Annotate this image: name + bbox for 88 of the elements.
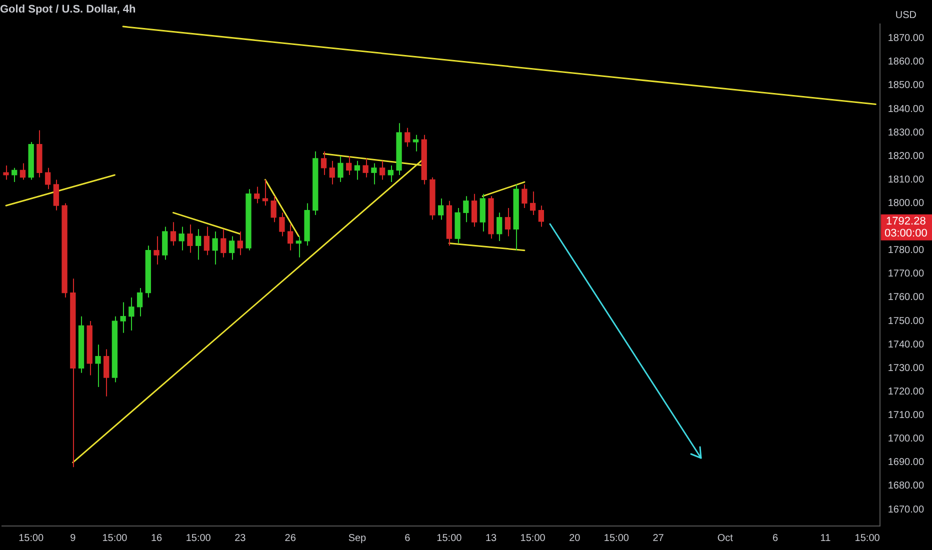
x-tick-label: 15:00 [854, 532, 880, 544]
candlestick [388, 165, 394, 183]
candlestick [120, 302, 126, 334]
y-tick-label: 1690.00 [888, 457, 924, 468]
y-tick-label: 1770.00 [888, 268, 924, 280]
candlestick [354, 160, 360, 180]
candlestick [212, 231, 218, 265]
candlestick [471, 193, 478, 228]
x-tick-label: 26 [284, 532, 296, 544]
candlestick [329, 160, 335, 185]
x-tick-label: 15:00 [186, 532, 212, 544]
y-tick-label: 1840.00 [888, 104, 924, 115]
y-tick-label: 1780.00 [888, 245, 924, 256]
candlestick [228, 236, 235, 260]
candlestick [196, 228, 202, 260]
x-tick-label: 11 [820, 532, 832, 544]
candlestick [20, 162, 26, 180]
candlestick [346, 156, 352, 176]
y-tick-label: 1720.00 [888, 386, 924, 398]
candlestick [463, 196, 469, 223]
candlestick [95, 344, 101, 388]
x-tick-label: 9 [70, 532, 76, 544]
text: 1792.28 [886, 215, 926, 228]
y-tick-label: 1800.00 [888, 198, 924, 209]
x-tick-label: 15:00 [18, 532, 44, 544]
x-tick-label: 6 [772, 532, 779, 544]
x-tick-label: 15:00 [604, 532, 630, 544]
candlestick [379, 160, 386, 180]
x-tick-label: 23 [234, 532, 246, 544]
y-tick-label: 1850.00 [888, 80, 924, 92]
y-tick-label: 1870.00 [888, 33, 924, 44]
candlestick [3, 165, 9, 180]
candlestick [320, 150, 327, 176]
candlestick [287, 224, 294, 251]
candlestick [538, 205, 544, 228]
y-tick-label: 1820.00 [888, 150, 924, 162]
candlestick [128, 296, 134, 331]
candlestick [279, 212, 285, 237]
candlestick [204, 226, 210, 256]
candlestick [522, 184, 528, 208]
y-tick-label: 1860.00 [888, 56, 924, 68]
candlestick [187, 224, 193, 254]
y-tick-label: 1810.00 [888, 174, 924, 186]
candlestick [237, 231, 243, 256]
y-tick-label: 1680.00 [888, 480, 924, 492]
x-tick-label: 15:00 [436, 532, 462, 544]
x-tick-label: 15:00 [520, 532, 546, 544]
y-tick-label: 1760.00 [888, 292, 924, 304]
candlestick [170, 222, 176, 246]
y-tick-label: 1710.00 [888, 410, 924, 422]
x-tick-label: Sep [348, 532, 367, 544]
x-tick-label: 27 [652, 532, 664, 544]
candlestick [296, 236, 302, 258]
x-tick-label: 15:00 [102, 532, 128, 544]
candlestick [104, 348, 110, 397]
x-tick-label: Oct [717, 532, 734, 544]
candlestick [44, 167, 51, 190]
candlestick [136, 288, 143, 317]
y-tick-label: 1830.00 [888, 127, 924, 138]
candlestick [254, 186, 260, 204]
y-tick-label: 1740.00 [888, 339, 924, 350]
candlestick [404, 127, 410, 148]
candlestick [270, 196, 276, 223]
candlestick [438, 198, 444, 220]
candlestick [53, 179, 60, 211]
y-tick-label: 1700.00 [888, 434, 924, 445]
candlestick [362, 158, 368, 178]
candlestick [496, 212, 502, 242]
y-tick-label: 1730.00 [888, 362, 924, 374]
candlestick [262, 179, 268, 206]
candlestick [178, 226, 184, 251]
text: 03:00:00 [884, 227, 928, 240]
chart-title: Gold Spot / U.S. Dollar, 4h [0, 4, 136, 16]
x-tick-label: 16 [150, 532, 163, 544]
candlestick [530, 190, 536, 216]
y-tick-label: 1750.00 [888, 316, 924, 327]
candlestick [338, 156, 344, 183]
candlestick [371, 162, 377, 185]
candlestick [220, 228, 226, 258]
y-tick-label: 1670.00 [888, 504, 924, 516]
x-tick-label: 20 [569, 532, 581, 544]
candlestick [12, 167, 18, 183]
candlestick [154, 236, 160, 265]
x-tick-label: 13 [485, 532, 498, 544]
candlestick [412, 134, 419, 152]
x-tick-label: 6 [404, 532, 411, 544]
y-axis-title: USD [895, 10, 916, 21]
candlestick [504, 207, 511, 237]
